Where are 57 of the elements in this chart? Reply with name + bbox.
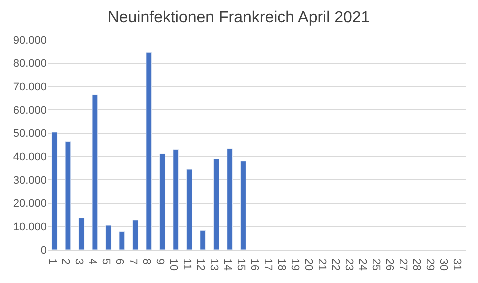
y-tick-label: 0	[40, 244, 47, 257]
y-tick-label: 60.000	[13, 104, 47, 117]
bar	[240, 161, 246, 250]
x-tick-label: 31	[450, 258, 463, 271]
x-tick-label: 17	[262, 258, 274, 271]
y-tick-label: 90.000	[13, 34, 47, 47]
x-tick-label: 11	[181, 258, 194, 270]
x-tick-label: 6	[114, 258, 126, 265]
x-tick-label: 10	[168, 258, 180, 271]
x-tick-label: 27	[396, 258, 409, 271]
bar	[52, 132, 58, 250]
bar	[173, 150, 180, 250]
x-tick-label: 9	[154, 258, 166, 265]
x-tick-label: 5	[100, 258, 112, 265]
bar	[200, 230, 206, 250]
x-tick-label: 25	[370, 258, 382, 271]
x-tick-label: 22	[329, 258, 342, 271]
x-tick-label: 16	[248, 258, 260, 271]
x-tick-label: 3	[73, 258, 86, 265]
x-tick-label: 28	[410, 258, 422, 271]
x-tick-label: 20	[302, 258, 314, 271]
bar	[132, 220, 139, 250]
x-tick-label: 15	[235, 258, 248, 271]
y-tick-label: 50.000	[13, 128, 47, 140]
bar	[106, 225, 112, 250]
x-tick-label: 23	[342, 258, 355, 271]
x-tick-label: 24	[356, 258, 368, 271]
x-tick-label: 26	[383, 258, 396, 271]
bar	[92, 94, 98, 250]
bar	[119, 232, 126, 250]
x-tick-label: 12	[194, 258, 207, 271]
x-tick-label: 19	[288, 258, 301, 271]
x-tick-label: 29	[424, 258, 436, 271]
y-tick-label: 80.000	[13, 58, 47, 70]
y-tick-label: 10.000	[13, 222, 47, 234]
bar	[78, 218, 85, 250]
x-tick-label: 21	[316, 258, 328, 271]
x-tick-label: 18	[275, 258, 288, 271]
x-tick-label: 14	[222, 258, 234, 271]
x-tick-label: 2	[60, 258, 72, 265]
bar	[160, 154, 166, 250]
x-tick-label: 30	[437, 258, 450, 271]
y-tick-label: 70.000	[13, 82, 47, 94]
x-tick-label: 13	[208, 258, 220, 271]
bar	[186, 169, 193, 250]
bar	[65, 141, 72, 250]
y-tick-label: 30.000	[13, 174, 47, 187]
bar	[146, 52, 152, 250]
bar	[227, 148, 233, 250]
x-tick-label: 4	[86, 258, 99, 265]
chart-title: Neuinfektionen Frankreich April 2021	[108, 10, 370, 27]
y-tick-label: 40.000	[13, 152, 47, 164]
x-tick-label: 7	[127, 258, 140, 265]
x-tick-label: 8	[140, 258, 153, 265]
y-tick-label: 20.000	[13, 198, 47, 210]
bar	[214, 158, 220, 250]
x-tick-label: 1	[46, 258, 58, 265]
